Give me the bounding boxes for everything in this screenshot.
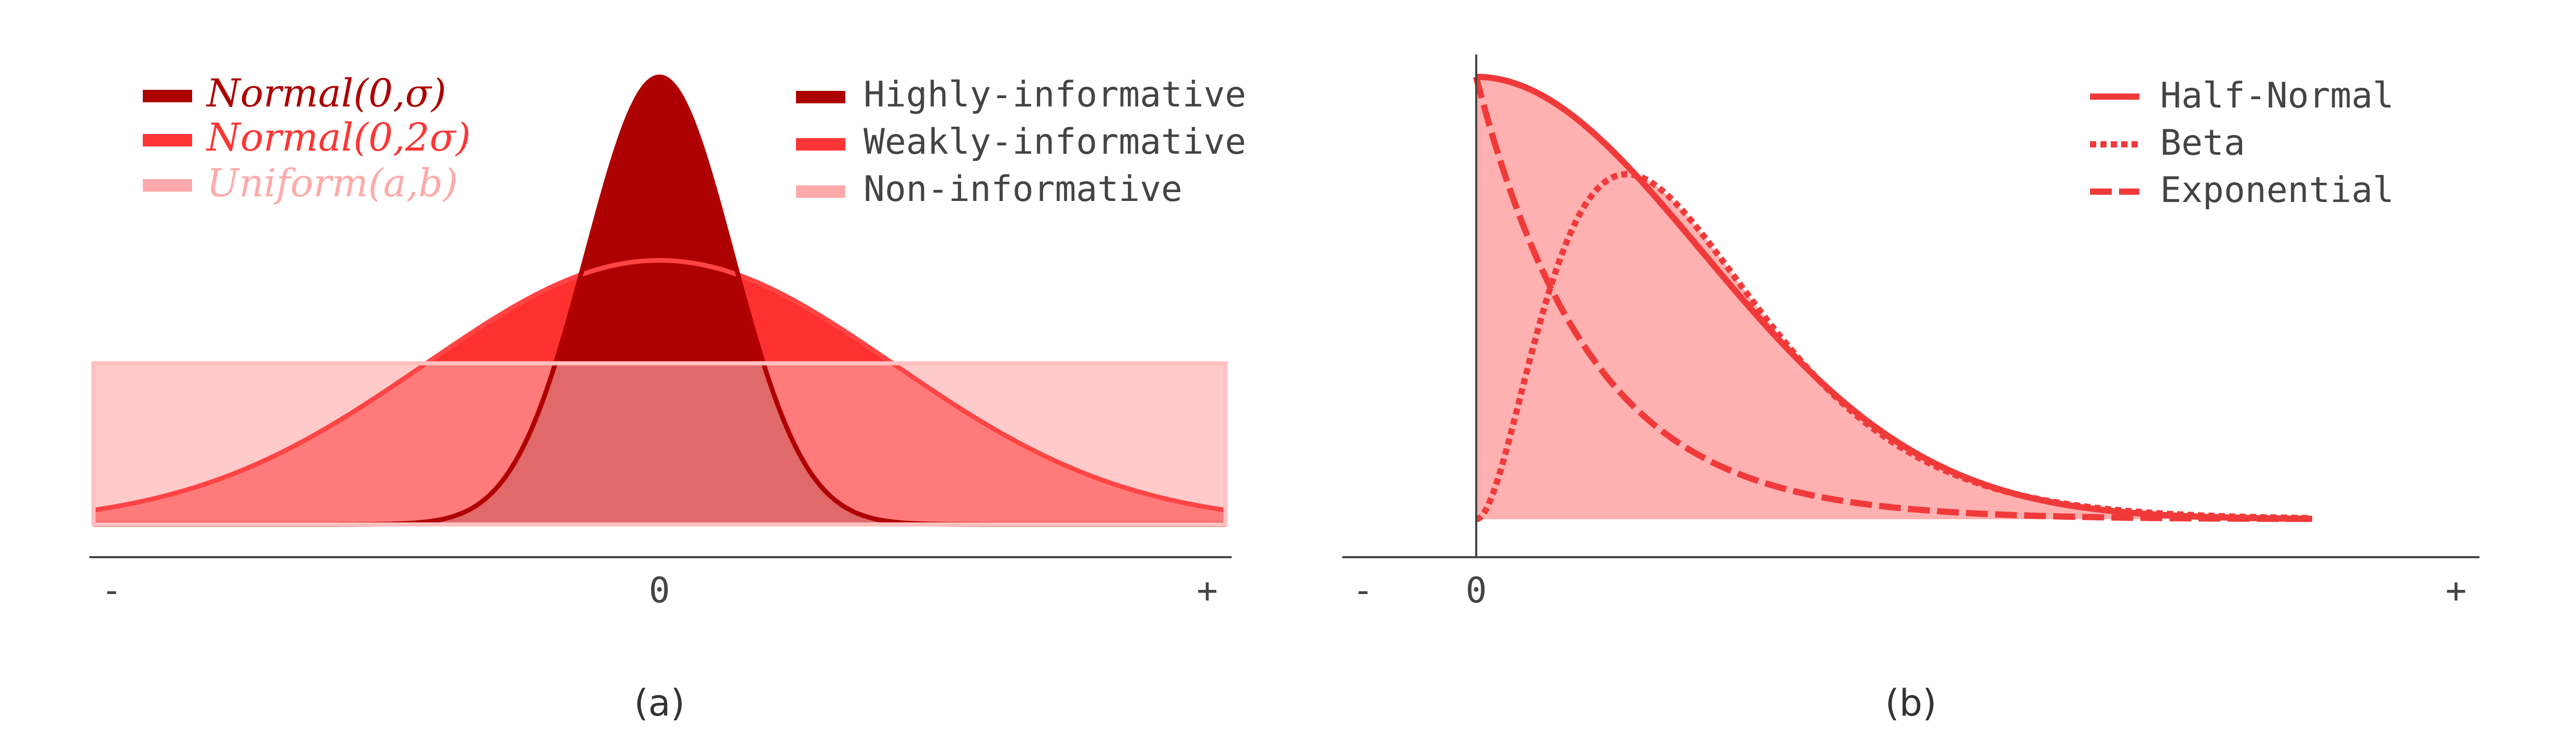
- panel-a-series-layer: [91, 74, 1228, 527]
- legend-label-half-normal: Half-Normal: [2160, 75, 2394, 116]
- series-area-uniform: [93, 363, 1225, 524]
- legend-label-normal-sigma: Normal(0,σ): [206, 71, 447, 116]
- panel-a-xtick-zero: 0: [649, 570, 670, 611]
- series-area-fill: [1476, 77, 2312, 519]
- legend-label-non-informative: Non-informative: [864, 169, 1182, 210]
- legend-swatch-non-informative: [796, 185, 845, 198]
- legend-label-weakly-informative: Weakly-informative: [864, 122, 1246, 163]
- panel-a-legend-right: Highly-informative Weakly-informative No…: [796, 74, 1246, 210]
- panel-a-legend-left: Normal(0,σ) Normal(0,2σ) Uniform(a,b): [143, 71, 471, 206]
- legend-label-exponential: Exponential: [2160, 170, 2394, 211]
- legend-swatch-uniform: [143, 179, 192, 192]
- legend-swatch-highly-informative: [796, 91, 845, 103]
- series-line-beta: [1475, 171, 2312, 522]
- legend-swatch-normal-sigma: [143, 90, 192, 102]
- panel-b-chart: - 0 + Half-Normal Beta Exponential (b): [1342, 55, 2479, 724]
- panel-a-xtick-plus: +: [1197, 570, 1218, 611]
- legend-label-highly-informative: Highly-informative: [864, 74, 1246, 115]
- panel-a-xtick-minus: -: [101, 570, 123, 611]
- legend-label-beta: Beta: [2160, 123, 2245, 164]
- legend-swatch-normal-2sigma: [143, 134, 192, 146]
- panel-b-legend: Half-Normal Beta Exponential: [2090, 75, 2394, 211]
- panel-a-caption: (a): [634, 682, 685, 724]
- legend-swatch-weakly-informative: [796, 138, 845, 151]
- series-area-normal-sigma: [93, 77, 1225, 524]
- series-line-exponential: [1473, 76, 2312, 522]
- panel-b-xtick-zero: 0: [1466, 570, 1487, 611]
- panel-b-caption: (b): [1885, 682, 1936, 724]
- panel-a-chart: - 0 + Normal(0,σ) Normal(0,2σ) Uniform(a…: [89, 71, 1246, 724]
- panel-b-series-layer: [1473, 74, 2312, 522]
- legend-label-uniform: Uniform(a,b): [207, 161, 458, 206]
- panel-b-xtick-plus: +: [2446, 570, 2467, 611]
- series-line-uniform: [91, 361, 1228, 527]
- legend-label-normal-2sigma: Normal(0,2σ): [206, 115, 471, 160]
- series-line-normal-2sigma: [93, 258, 1226, 513]
- panel-b-xtick-minus: -: [1353, 570, 1374, 611]
